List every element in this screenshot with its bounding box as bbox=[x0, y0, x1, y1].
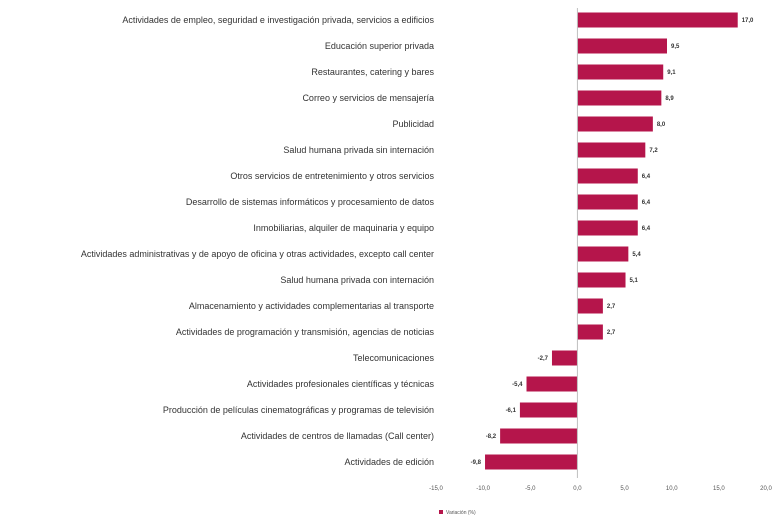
value-label: 17,0 bbox=[742, 18, 754, 24]
bar bbox=[526, 376, 578, 392]
bar bbox=[577, 220, 638, 236]
value-labels: 17,0 9,5 9,1 8,9 8,0 7,2 6,4 6,4 6,4 5,4 5,1 2,7 2,7… bbox=[471, 18, 754, 466]
legend: Variación (%) bbox=[439, 510, 476, 516]
bar bbox=[519, 402, 578, 418]
bar bbox=[577, 90, 662, 106]
bar bbox=[485, 454, 578, 470]
bar bbox=[577, 324, 603, 340]
category-label: Almacenamiento y actividades complementa… bbox=[189, 301, 434, 311]
x-tick-label: -15,0 bbox=[429, 486, 443, 492]
bar bbox=[577, 272, 626, 288]
category-label: Publicidad bbox=[392, 119, 434, 129]
x-tick-label: 0,0 bbox=[573, 486, 582, 492]
value-label: 2,7 bbox=[607, 304, 616, 310]
category-label: Correo y servicios de mensajería bbox=[302, 93, 434, 103]
bar bbox=[577, 116, 653, 132]
value-label: 5,1 bbox=[630, 278, 639, 284]
bar bbox=[577, 64, 664, 80]
value-label: -9,8 bbox=[471, 460, 482, 466]
value-label: 8,0 bbox=[657, 122, 666, 128]
x-tick-label: 20,0 bbox=[760, 486, 772, 492]
category-label: Telecomunicaciones bbox=[353, 353, 435, 363]
value-label: 9,5 bbox=[671, 44, 680, 50]
category-label: Inmobiliarias, alquiler de maquinaria y … bbox=[253, 223, 434, 233]
bar bbox=[577, 246, 629, 262]
bar bbox=[551, 350, 578, 366]
value-label: 6,4 bbox=[642, 200, 651, 206]
x-tick-label: 5,0 bbox=[620, 486, 629, 492]
value-label: -2,7 bbox=[538, 356, 549, 362]
value-label: -8,2 bbox=[486, 434, 497, 440]
bar bbox=[577, 38, 667, 54]
x-tick-label: 15,0 bbox=[713, 486, 725, 492]
x-tick-label: -5,0 bbox=[525, 486, 536, 492]
category-label: Desarrollo de sistemas informáticos y pr… bbox=[186, 197, 435, 207]
category-label: Educación superior privada bbox=[325, 41, 434, 51]
bar bbox=[577, 142, 646, 158]
value-label: 6,4 bbox=[642, 174, 651, 180]
category-label: Otros servicios de entretenimiento y otr… bbox=[230, 171, 434, 181]
category-label: Actividades profesionales científicas y … bbox=[247, 379, 435, 389]
x-tick-label: 10,0 bbox=[666, 486, 678, 492]
bar bbox=[577, 168, 638, 184]
category-label: Actividades de programación y transmisió… bbox=[176, 327, 435, 337]
category-label: Actividades administrativas y de apoyo d… bbox=[81, 249, 434, 259]
bar bbox=[577, 194, 638, 210]
value-label: -6,1 bbox=[506, 408, 517, 414]
value-label: 7,2 bbox=[649, 148, 658, 154]
bar bbox=[577, 298, 603, 314]
category-label: Salud humana privada sin internación bbox=[283, 145, 434, 155]
category-labels: Actividades de empleo, seguridad e inves… bbox=[81, 15, 435, 467]
x-axis-ticks: -15,0 -10,0 -5,0 0,0 5,0 10,0 15,0 20,0 bbox=[429, 486, 772, 492]
legend-label: Variación (%) bbox=[446, 510, 476, 516]
category-label: Actividades de edición bbox=[344, 457, 434, 467]
category-label: Actividades de centros de llamadas (Call… bbox=[241, 431, 434, 441]
category-label: Salud humana privada con internación bbox=[280, 275, 434, 285]
value-label: 8,9 bbox=[665, 96, 674, 102]
bars bbox=[485, 12, 738, 470]
value-label: 5,4 bbox=[632, 252, 641, 258]
category-label: Producción de películas cinematográficas… bbox=[163, 405, 434, 415]
value-label: -5,4 bbox=[512, 382, 523, 388]
value-label: 6,4 bbox=[642, 226, 651, 232]
x-tick-label: -10,0 bbox=[476, 486, 490, 492]
category-label: Restaurantes, catering y bares bbox=[311, 67, 434, 77]
bar bbox=[500, 428, 578, 444]
value-label: 9,1 bbox=[667, 70, 676, 76]
legend-swatch bbox=[439, 510, 443, 514]
bar bbox=[577, 12, 738, 28]
value-label: 2,7 bbox=[607, 330, 616, 336]
category-label: Actividades de empleo, seguridad e inves… bbox=[122, 15, 434, 25]
